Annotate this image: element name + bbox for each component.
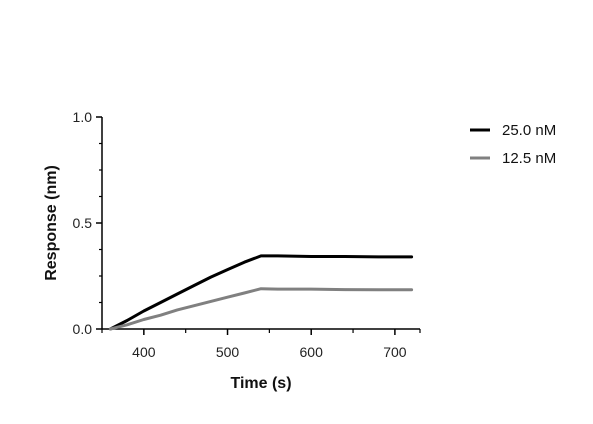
y-tick-label: 0.0 bbox=[73, 321, 93, 337]
y-ticks: 0.0 0.5 1.0 bbox=[73, 109, 102, 337]
x-axis-title: Time (s) bbox=[230, 375, 291, 392]
legend-label: 25.0 nM bbox=[502, 122, 556, 139]
y-tick-label: 1.0 bbox=[73, 109, 93, 125]
x-tick-label: 600 bbox=[300, 344, 324, 360]
x-ticks: 400 500 600 700 bbox=[101, 329, 421, 360]
y-axis-title: Response (nm) bbox=[43, 165, 60, 281]
legend: 25.0 nM 12.5 nM bbox=[470, 122, 556, 167]
x-tick-label: 500 bbox=[216, 344, 240, 360]
legend-label: 12.5 nM bbox=[502, 150, 556, 167]
y-tick-label: 0.5 bbox=[73, 215, 93, 231]
axes: 0.0 0.5 1.0 400 500 600 700 bbox=[73, 109, 421, 360]
x-tick-label: 700 bbox=[383, 344, 407, 360]
series-layer bbox=[108, 254, 414, 331]
x-tick-label: 400 bbox=[132, 344, 156, 360]
series-line-1 bbox=[108, 254, 414, 331]
series-line-2 bbox=[108, 287, 414, 331]
